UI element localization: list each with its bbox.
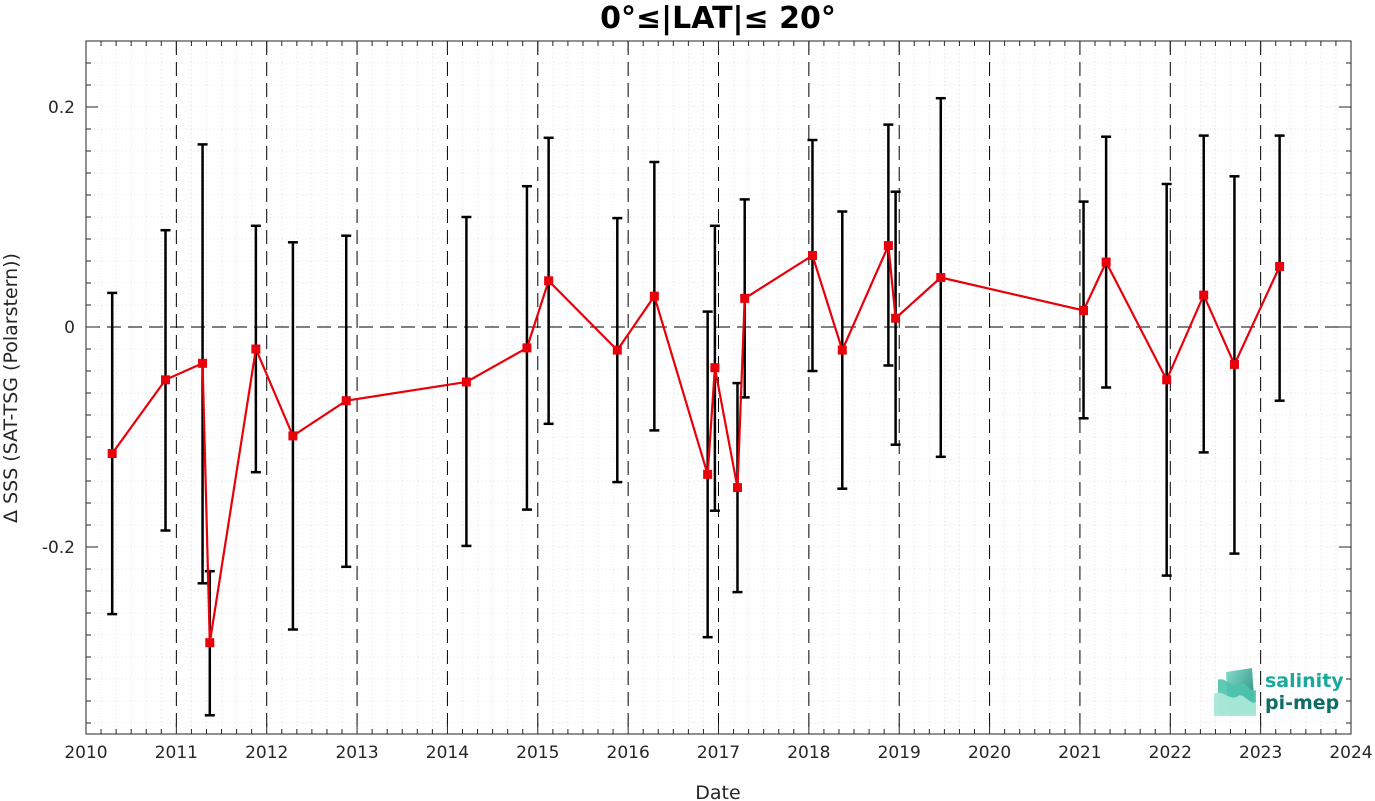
data-point bbox=[936, 273, 946, 282]
x-tick-label: 2023 bbox=[1239, 743, 1282, 763]
y-tick-label: 0.2 bbox=[48, 98, 75, 118]
data-point bbox=[1229, 359, 1239, 369]
y-tick-label: 0 bbox=[64, 318, 75, 338]
y-tick-label: -0.2 bbox=[42, 538, 75, 558]
x-tick-label: 2011 bbox=[155, 743, 198, 763]
logo-text-salinity: salinity bbox=[1265, 670, 1344, 692]
data-point bbox=[161, 375, 171, 385]
data-point bbox=[544, 276, 554, 286]
wave-logo-icon bbox=[1214, 668, 1256, 716]
year-boundary-lines bbox=[175, 41, 1262, 734]
data-point bbox=[107, 449, 117, 458]
x-tick-label: 2019 bbox=[878, 743, 921, 763]
x-tick-label: 2020 bbox=[968, 743, 1011, 763]
x-tick-labels: 2010 2011 2012 2013 2014 2015 2016 2017 2018 2019… bbox=[64, 743, 1372, 763]
data-point bbox=[740, 293, 750, 303]
chart-title: 0°≤|LAT|≤ 20° bbox=[600, 1, 836, 36]
x-tick-label: 2015 bbox=[516, 743, 559, 763]
data-point bbox=[1162, 375, 1172, 385]
salinity-pi-mep-logo: salinity pi-mep bbox=[1214, 668, 1344, 716]
y-tick-labels: -0.2 0 0.2 bbox=[42, 98, 75, 558]
data-point bbox=[461, 377, 471, 387]
x-tick-label: 2010 bbox=[64, 743, 107, 763]
data-point bbox=[807, 251, 817, 260]
data-point bbox=[612, 345, 622, 355]
x-tick-label: 2017 bbox=[697, 743, 740, 763]
data-point bbox=[1079, 306, 1089, 315]
x-tick-label: 2024 bbox=[1329, 743, 1372, 763]
x-tick-label: 2022 bbox=[1149, 743, 1192, 763]
x-tick-label: 2018 bbox=[787, 743, 830, 763]
data-point bbox=[837, 345, 847, 355]
data-point bbox=[1101, 257, 1111, 267]
x-tick-label: 2021 bbox=[1058, 743, 1101, 763]
data-point bbox=[198, 358, 208, 368]
axis-ticks bbox=[85, 41, 1352, 734]
data-point bbox=[703, 469, 713, 479]
data-point bbox=[1199, 290, 1209, 300]
x-tick-label: 2014 bbox=[426, 743, 469, 763]
data-point bbox=[341, 396, 351, 406]
data-point bbox=[251, 344, 261, 354]
data-point bbox=[732, 483, 742, 493]
y-axis-label: Δ SSS (SAT-TSG (Polarstern)) bbox=[0, 253, 22, 523]
data-point bbox=[205, 638, 215, 648]
logo-text-pi-mep: pi-mep bbox=[1265, 692, 1339, 714]
x-tick-label: 2016 bbox=[607, 743, 650, 763]
data-point bbox=[883, 241, 893, 251]
data-point bbox=[710, 363, 720, 373]
data-point bbox=[522, 343, 532, 353]
series-markers bbox=[107, 241, 1285, 648]
data-point bbox=[1275, 262, 1285, 271]
data-point bbox=[891, 313, 901, 323]
x-axis-label: Date bbox=[695, 782, 740, 801]
data-point bbox=[649, 291, 659, 301]
data-point bbox=[288, 431, 298, 441]
x-tick-label: 2013 bbox=[335, 743, 378, 763]
x-tick-label: 2012 bbox=[245, 743, 288, 763]
